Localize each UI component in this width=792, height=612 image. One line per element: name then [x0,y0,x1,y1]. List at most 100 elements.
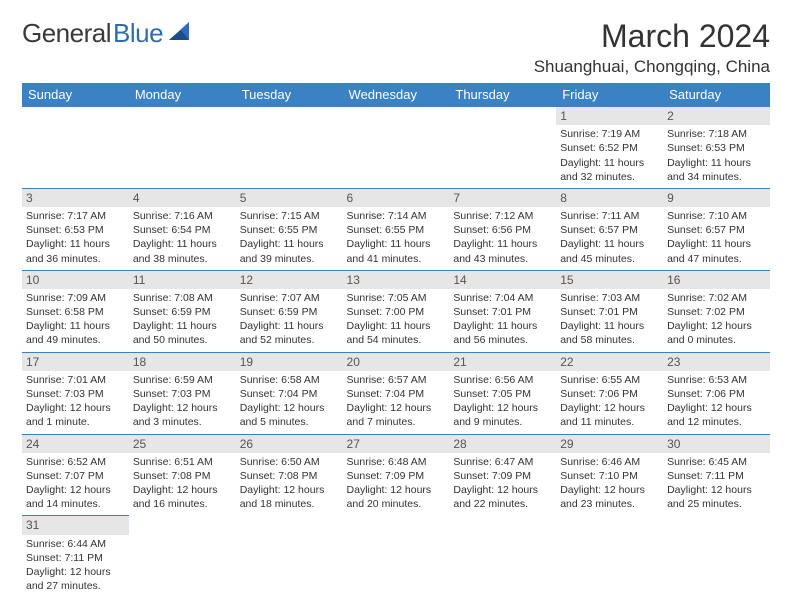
sunset-text: Sunset: 7:09 PM [453,469,552,483]
sail-icon [167,20,193,47]
sunset-text: Sunset: 6:55 PM [240,223,339,237]
sunrise-text: Sunrise: 6:52 AM [26,455,125,469]
calendar-week-row: 1Sunrise: 7:19 AMSunset: 6:52 PMDaylight… [22,107,770,189]
daylight-text: Daylight: 12 hours [453,401,552,415]
day-number: 11 [129,271,236,289]
calendar-day-cell: 4Sunrise: 7:16 AMSunset: 6:54 PMDaylight… [129,188,236,270]
daylight-text: Daylight: 12 hours [26,483,125,497]
daylight-text: and 39 minutes. [240,252,339,266]
daylight-text: Daylight: 12 hours [347,483,446,497]
sunset-text: Sunset: 7:08 PM [133,469,232,483]
calendar-day-cell [556,516,663,597]
daylight-text: and 9 minutes. [453,415,552,429]
day-number: 2 [663,107,770,125]
daylight-text: Daylight: 12 hours [560,401,659,415]
daylight-text: and 3 minutes. [133,415,232,429]
calendar-day-cell: 11Sunrise: 7:08 AMSunset: 6:59 PMDayligh… [129,270,236,352]
sunrise-text: Sunrise: 6:56 AM [453,373,552,387]
daylight-text: Daylight: 12 hours [240,401,339,415]
daylight-text: and 18 minutes. [240,497,339,511]
sunrise-text: Sunrise: 7:18 AM [667,127,766,141]
day-number: 4 [129,189,236,207]
calendar-day-cell: 22Sunrise: 6:55 AMSunset: 7:06 PMDayligh… [556,352,663,434]
sunset-text: Sunset: 7:08 PM [240,469,339,483]
daylight-text: Daylight: 11 hours [560,237,659,251]
day-number: 26 [236,435,343,453]
sunset-text: Sunset: 7:11 PM [26,551,125,565]
sunrise-text: Sunrise: 7:01 AM [26,373,125,387]
daylight-text: Daylight: 11 hours [667,237,766,251]
calendar-week-row: 24Sunrise: 6:52 AMSunset: 7:07 PMDayligh… [22,434,770,516]
calendar-day-cell: 20Sunrise: 6:57 AMSunset: 7:04 PMDayligh… [343,352,450,434]
month-title: March 2024 [534,18,770,55]
sunrise-text: Sunrise: 6:55 AM [560,373,659,387]
sunset-text: Sunset: 7:04 PM [347,387,446,401]
sunrise-text: Sunrise: 7:19 AM [560,127,659,141]
day-number: 21 [449,353,556,371]
daylight-text: and 22 minutes. [453,497,552,511]
sunrise-text: Sunrise: 7:16 AM [133,209,232,223]
daylight-text: and 27 minutes. [26,579,125,593]
daylight-text: Daylight: 12 hours [667,483,766,497]
brand-logo: GeneralBlue [22,18,193,49]
daylight-text: Daylight: 11 hours [453,319,552,333]
calendar-day-cell: 16Sunrise: 7:02 AMSunset: 7:02 PMDayligh… [663,270,770,352]
daylight-text: Daylight: 11 hours [347,237,446,251]
weekday-header-row: Sunday Monday Tuesday Wednesday Thursday… [22,83,770,107]
weekday-header: Friday [556,83,663,107]
daylight-text: and 38 minutes. [133,252,232,266]
calendar-day-cell: 3Sunrise: 7:17 AMSunset: 6:53 PMDaylight… [22,188,129,270]
sunset-text: Sunset: 6:59 PM [240,305,339,319]
sunrise-text: Sunrise: 7:09 AM [26,291,125,305]
sunrise-text: Sunrise: 6:48 AM [347,455,446,469]
daylight-text: Daylight: 11 hours [240,237,339,251]
daylight-text: and 34 minutes. [667,170,766,184]
sunset-text: Sunset: 6:53 PM [26,223,125,237]
sunrise-text: Sunrise: 7:04 AM [453,291,552,305]
sunrise-text: Sunrise: 7:03 AM [560,291,659,305]
calendar-week-row: 10Sunrise: 7:09 AMSunset: 6:58 PMDayligh… [22,270,770,352]
calendar-day-cell: 26Sunrise: 6:50 AMSunset: 7:08 PMDayligh… [236,434,343,516]
day-number: 15 [556,271,663,289]
calendar-day-cell [449,516,556,597]
day-number: 6 [343,189,450,207]
sunrise-text: Sunrise: 6:59 AM [133,373,232,387]
calendar-day-cell: 17Sunrise: 7:01 AMSunset: 7:03 PMDayligh… [22,352,129,434]
daylight-text: and 12 minutes. [667,415,766,429]
daylight-text: and 14 minutes. [26,497,125,511]
day-number: 12 [236,271,343,289]
daylight-text: and 23 minutes. [560,497,659,511]
location-text: Shuanghuai, Chongqing, China [534,57,770,77]
sunset-text: Sunset: 7:03 PM [26,387,125,401]
sunrise-text: Sunrise: 7:05 AM [347,291,446,305]
daylight-text: and 11 minutes. [560,415,659,429]
calendar-day-cell: 31Sunrise: 6:44 AMSunset: 7:11 PMDayligh… [22,516,129,597]
calendar-day-cell: 30Sunrise: 6:45 AMSunset: 7:11 PMDayligh… [663,434,770,516]
daylight-text: and 45 minutes. [560,252,659,266]
day-number: 17 [22,353,129,371]
daylight-text: and 0 minutes. [667,333,766,347]
calendar-week-row: 31Sunrise: 6:44 AMSunset: 7:11 PMDayligh… [22,516,770,597]
sunrise-text: Sunrise: 7:08 AM [133,291,232,305]
day-number: 9 [663,189,770,207]
daylight-text: Daylight: 12 hours [133,401,232,415]
daylight-text: Daylight: 11 hours [133,319,232,333]
daylight-text: and 52 minutes. [240,333,339,347]
sunset-text: Sunset: 7:05 PM [453,387,552,401]
sunrise-text: Sunrise: 7:02 AM [667,291,766,305]
daylight-text: Daylight: 11 hours [347,319,446,333]
day-number: 29 [556,435,663,453]
calendar-day-cell: 14Sunrise: 7:04 AMSunset: 7:01 PMDayligh… [449,270,556,352]
day-number: 27 [343,435,450,453]
daylight-text: and 7 minutes. [347,415,446,429]
calendar-day-cell: 23Sunrise: 6:53 AMSunset: 7:06 PMDayligh… [663,352,770,434]
daylight-text: Daylight: 11 hours [26,319,125,333]
daylight-text: and 47 minutes. [667,252,766,266]
calendar-day-cell: 1Sunrise: 7:19 AMSunset: 6:52 PMDaylight… [556,107,663,189]
sunset-text: Sunset: 7:01 PM [560,305,659,319]
daylight-text: Daylight: 11 hours [560,156,659,170]
day-number: 13 [343,271,450,289]
daylight-text: and 54 minutes. [347,333,446,347]
calendar-day-cell: 27Sunrise: 6:48 AMSunset: 7:09 PMDayligh… [343,434,450,516]
weekday-header: Sunday [22,83,129,107]
